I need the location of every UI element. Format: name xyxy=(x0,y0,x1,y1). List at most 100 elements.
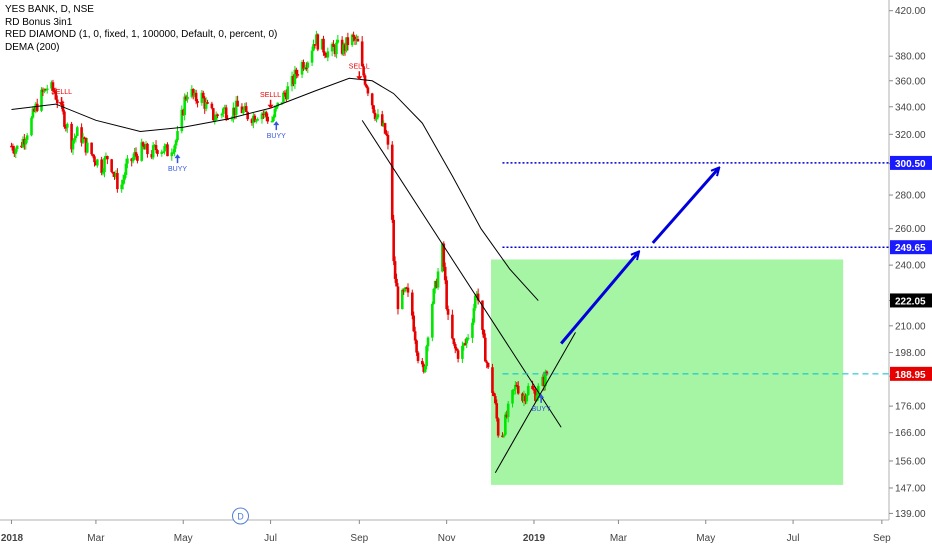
price-bar-body xyxy=(65,123,69,128)
price-bar-body xyxy=(33,108,36,112)
price-bar-body xyxy=(174,140,178,146)
target-arrow-2 xyxy=(651,168,719,244)
buy-signal-arrowhead xyxy=(538,393,545,398)
price-bar-body xyxy=(310,50,314,63)
price-bar-body xyxy=(355,39,358,41)
price-bar-body xyxy=(246,111,249,120)
price-bar-body xyxy=(326,51,330,58)
price-bar-body xyxy=(302,61,305,69)
sell-signal-arrowhead xyxy=(267,104,274,109)
price-bar-body xyxy=(545,371,549,375)
price-bar-body xyxy=(462,343,466,346)
price-bar-body xyxy=(453,343,457,349)
price-bar-body xyxy=(194,92,198,102)
legend-symbol[interactable]: YES BANK, D, NSE xyxy=(5,4,94,15)
x-axis-tick-label: Jul xyxy=(264,533,277,544)
price-bar-body xyxy=(93,156,96,163)
price-bar-body xyxy=(146,143,149,155)
price-bar-body xyxy=(96,159,99,166)
price-bar-body xyxy=(270,120,274,123)
price-bar-body xyxy=(365,84,368,88)
price-bar-body xyxy=(184,96,188,100)
price-bar-body xyxy=(84,137,88,153)
legend-indicator-dema[interactable]: DEMA (200) xyxy=(5,41,60,53)
price-bar-body xyxy=(230,117,234,120)
price-bar-body xyxy=(346,37,350,46)
price-bar-body xyxy=(406,287,410,293)
price-bar-body xyxy=(143,145,146,150)
price-bar-body xyxy=(431,303,434,338)
chart-legend: YES BANK, D, NSE RD Bonus 3in1 RED DIAMO… xyxy=(5,4,277,54)
dema-200-line xyxy=(11,77,539,301)
price-bar-body xyxy=(23,139,26,145)
price-bar-body xyxy=(123,174,126,180)
sell-signal-arrowhead xyxy=(356,76,363,81)
price-bar-body xyxy=(402,289,406,292)
buy-signal-arrowhead xyxy=(174,154,181,159)
y-axis-tick-label: 139.00 xyxy=(895,509,926,520)
price-bar-body xyxy=(316,34,320,50)
price-bar-body xyxy=(481,300,484,330)
price-bar-body xyxy=(521,393,524,401)
price-bar-body xyxy=(114,173,118,177)
price-bar-body xyxy=(412,315,416,332)
price-bar-body xyxy=(80,127,83,143)
y-axis-tick-label: 260.00 xyxy=(895,224,926,235)
price-bar-body xyxy=(20,145,23,148)
price-bar-body xyxy=(421,360,424,365)
price-bar-body xyxy=(276,102,280,107)
price-bar-body xyxy=(293,69,297,85)
price-bars-layer xyxy=(10,30,549,439)
price-bar-body xyxy=(285,93,288,100)
price-bar-body xyxy=(242,109,245,114)
price-bar-body xyxy=(320,38,324,50)
y-axis-tick-label: 166.00 xyxy=(895,428,926,439)
price-bar-body xyxy=(30,117,33,136)
price-bar-body xyxy=(504,414,507,435)
price-bar-body xyxy=(436,271,440,288)
price-bar-body xyxy=(213,120,217,122)
price-bar-body xyxy=(266,116,270,122)
price-bar-body xyxy=(343,44,347,51)
price-bar-body xyxy=(305,67,308,70)
price-bar-body xyxy=(91,154,95,157)
price-bar-body xyxy=(151,145,155,158)
signals-layer: SELLL BUYY SELLL BUYY SELLL BUYY xyxy=(51,63,551,413)
price-bar-body xyxy=(495,403,499,419)
price-bar-body xyxy=(325,55,328,58)
price-bar-body xyxy=(532,389,536,391)
price-bar-body xyxy=(313,44,317,46)
price-bar-body xyxy=(240,106,244,114)
price-bar-body xyxy=(63,111,66,127)
price-bar-body xyxy=(103,158,106,173)
price-bar-body xyxy=(61,104,65,112)
legend-indicator-rd-bonus[interactable]: RD Bonus 3in1 xyxy=(5,16,73,28)
price-bar-body xyxy=(124,163,128,175)
price-bar-body xyxy=(144,143,148,150)
price-bar-body xyxy=(35,103,39,111)
price-bar-body xyxy=(442,243,446,267)
badge-current-price: 188.95 xyxy=(895,370,926,381)
price-bar-body xyxy=(74,135,78,139)
price-bar-body xyxy=(375,117,378,120)
y-axis-tick-label: 198.00 xyxy=(895,348,926,359)
sell-signal-label: SELLL xyxy=(349,63,370,70)
price-bar-body xyxy=(415,340,418,353)
price-bar-body xyxy=(335,42,338,55)
price-bar-body xyxy=(262,113,265,116)
price-bar-body xyxy=(256,119,259,121)
date-marker-circle xyxy=(232,507,250,525)
price-bar-body xyxy=(50,82,53,89)
legend-indicator-red-diamond[interactable]: RED DIAMOND (1, 0, fixed, 1, 100000, Def… xyxy=(5,29,278,40)
price-bar-body xyxy=(71,140,75,150)
price-bar-body xyxy=(353,36,357,41)
price-bar-body xyxy=(76,127,79,136)
sell-signal-arrowhead xyxy=(58,102,65,107)
price-bar-body xyxy=(111,171,115,174)
price-bar-body xyxy=(161,151,165,153)
price-bar-body xyxy=(435,280,438,288)
price-bar-body xyxy=(13,150,16,154)
price-bar-body xyxy=(86,142,89,153)
